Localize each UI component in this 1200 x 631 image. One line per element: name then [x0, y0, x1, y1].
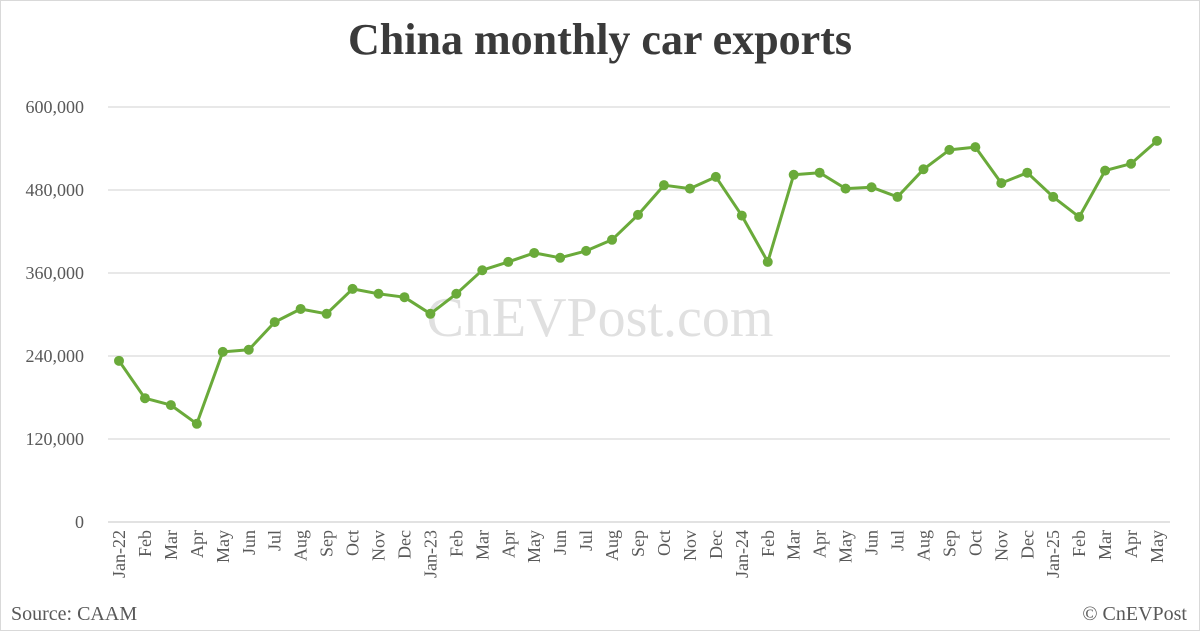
y-tick-label: 600,000: [26, 97, 85, 117]
data-point: [114, 355, 124, 366]
data-point: [269, 317, 280, 328]
data-point: [1022, 167, 1033, 178]
x-tick-label: Oct: [965, 530, 985, 556]
x-tick-label: Nov: [991, 530, 1011, 561]
data-point: [710, 171, 721, 182]
x-tick-label: Jul: [888, 530, 908, 551]
x-tick-label: Sep: [939, 530, 959, 557]
x-tick-label: Apr: [498, 530, 518, 558]
x-tick-label: Mar: [784, 530, 804, 560]
x-tick-label: Apr: [187, 530, 207, 558]
data-point: [607, 234, 618, 245]
data-point: [684, 183, 695, 194]
x-tick-label: Nov: [369, 530, 389, 561]
data-point: [788, 169, 799, 180]
x-tick-label: Jun: [862, 530, 882, 555]
y-tick-label: 480,000: [26, 180, 85, 200]
data-point: [658, 180, 669, 191]
x-tick-label: Sep: [317, 530, 337, 557]
x-tick-label: May: [213, 530, 233, 563]
data-point: [996, 178, 1007, 189]
x-axis-labels: Jan-22 Feb Mar Apr May Jun Jul Aug Sep Oct Nov Dec J…: [109, 530, 1167, 578]
x-tick-label: Mar: [1095, 530, 1115, 560]
x-tick-label: May: [1147, 530, 1167, 563]
x-tick-label: Jan-22: [109, 530, 129, 578]
x-tick-label: Oct: [654, 530, 674, 556]
x-tick-label: Dec: [394, 530, 414, 559]
data-point: [970, 142, 981, 153]
source-note: Source: CAAM: [11, 603, 138, 625]
data-point: [425, 308, 436, 319]
data-point: [736, 210, 747, 221]
x-tick-label: Dec: [1017, 530, 1037, 559]
watermark: CnEVPost.com: [427, 287, 774, 349]
data-point: [581, 245, 592, 256]
data-point: [243, 344, 254, 355]
x-tick-label: Jan-25: [1043, 530, 1063, 578]
x-tick-label: May: [524, 530, 544, 563]
data-point: [347, 283, 358, 294]
data-point: [1074, 211, 1085, 222]
y-axis-labels: 0 120,000 240,000 360,000 480,000 600,000: [26, 97, 85, 532]
data-point: [321, 308, 332, 319]
x-tick-label: Jan-24: [732, 530, 752, 578]
x-tick-label: Jul: [265, 530, 285, 551]
chart-title: China monthly car exports: [348, 15, 852, 64]
x-tick-label: Feb: [1069, 530, 1089, 557]
data-point: [1152, 135, 1162, 146]
data-point: [529, 247, 540, 258]
x-tick-label: Aug: [602, 530, 622, 561]
data-point: [139, 393, 150, 404]
x-tick-label: Nov: [680, 530, 700, 561]
data-point: [918, 164, 929, 175]
data-point: [762, 256, 773, 267]
y-tick-label: 0: [75, 512, 84, 532]
data-point: [633, 209, 643, 220]
data-point: [191, 418, 202, 429]
x-tick-label: Sep: [628, 530, 648, 557]
x-tick-label: Apr: [810, 530, 830, 558]
x-tick-label: Apr: [1121, 530, 1141, 558]
y-tick-label: 240,000: [26, 346, 85, 366]
x-tick-label: Feb: [758, 530, 778, 557]
data-point: [451, 288, 462, 299]
data-point: [814, 167, 825, 178]
y-tick-label: 120,000: [26, 429, 85, 449]
data-point: [944, 144, 955, 155]
x-tick-label: Mar: [161, 530, 181, 560]
x-tick-label: Feb: [135, 530, 155, 557]
data-point: [866, 182, 877, 193]
x-tick-label: May: [836, 530, 856, 563]
x-tick-label: Aug: [913, 530, 933, 561]
data-series: [114, 135, 1162, 429]
data-point: [373, 288, 384, 299]
data-point: [555, 252, 566, 263]
x-tick-label: Jun: [550, 530, 570, 555]
x-tick-label: Aug: [291, 530, 311, 561]
x-tick-label: Dec: [706, 530, 726, 559]
data-point: [1048, 191, 1059, 202]
data-point: [1126, 158, 1137, 169]
x-tick-label: Jul: [576, 530, 596, 551]
data-point: [295, 303, 306, 314]
x-tick-label: Mar: [472, 530, 492, 560]
data-point: [477, 265, 488, 276]
x-tick-label: Jun: [239, 530, 259, 555]
data-point: [1100, 165, 1111, 176]
x-tick-label: Oct: [343, 530, 363, 556]
data-point: [165, 400, 176, 411]
data-point: [840, 183, 851, 194]
x-tick-label: Feb: [446, 530, 466, 557]
data-point: [217, 346, 228, 357]
copyright-note: © CnEVPost: [1082, 603, 1187, 625]
gridlines: [108, 106, 1170, 523]
data-point: [503, 256, 514, 267]
data-point: [892, 191, 903, 202]
data-point: [399, 292, 410, 303]
x-tick-label: Jan-23: [420, 530, 440, 578]
y-tick-label: 360,000: [26, 263, 85, 283]
